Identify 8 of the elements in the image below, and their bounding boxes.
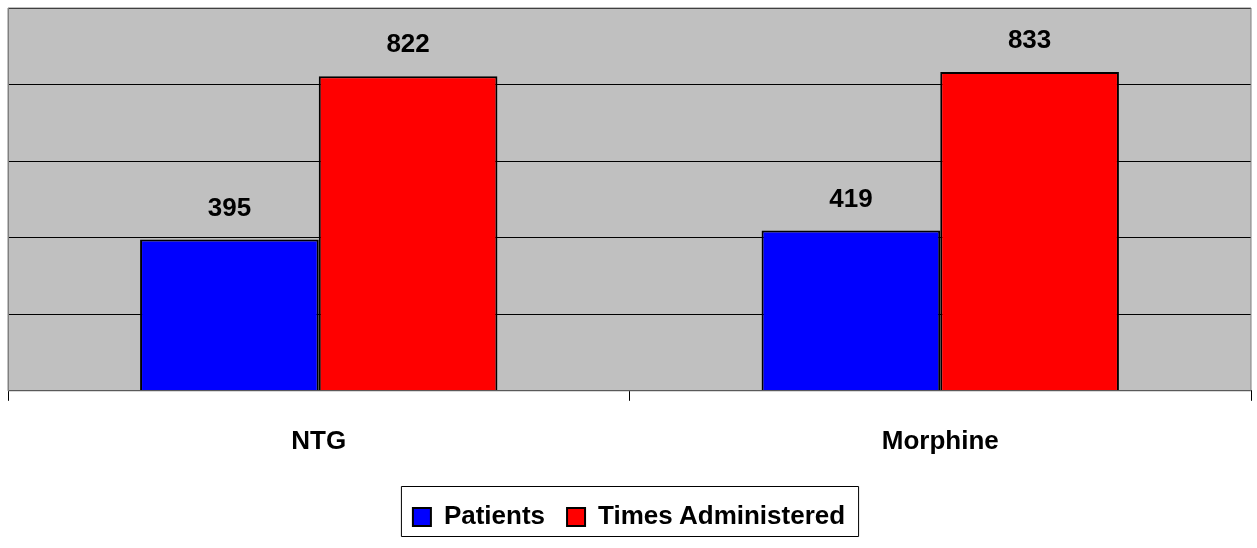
data-label: 395 [207, 191, 252, 222]
legend-label: Patients [443, 500, 546, 531]
data-label: 419 [829, 182, 873, 213]
data-label: 822 [386, 28, 430, 59]
legend-label: Times Administered [598, 500, 846, 531]
data-label: 833 [1007, 24, 1052, 55]
x-tick-label: NTG [291, 424, 347, 455]
x-tick-label: Morphine [881, 424, 999, 455]
